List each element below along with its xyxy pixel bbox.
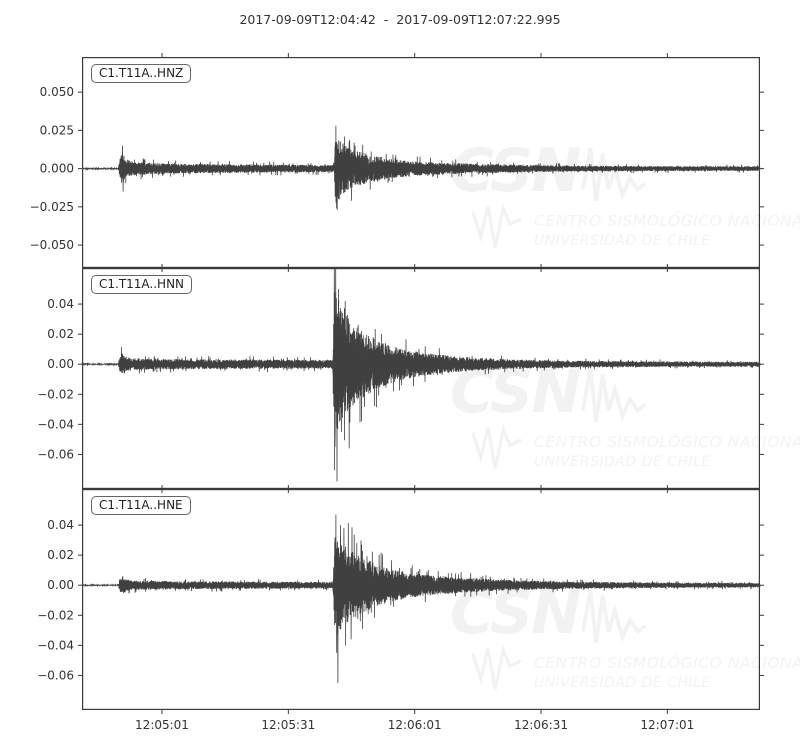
y-tick-label: 0.02 xyxy=(47,327,74,341)
y-tick-label: 0.02 xyxy=(47,548,74,562)
y-tick-label: 0.00 xyxy=(47,357,74,371)
y-tick-label: −0.04 xyxy=(37,638,74,652)
y-tick-label: −0.050 xyxy=(30,238,74,252)
waveform-trace xyxy=(81,125,761,210)
plot-frame xyxy=(82,57,760,269)
plot-frame xyxy=(82,489,760,711)
x-tick-label: 12:05:31 xyxy=(261,718,315,732)
waveform-plot-hnn: 0.04 0.02 0.00 −0.02 −0.04 −0.06 xyxy=(37,264,764,493)
waveform-plot-hnz: 0.050 0.025 0.000 −0.025 −0.050 xyxy=(30,53,764,272)
y-tick-label: 0.04 xyxy=(47,518,74,532)
y-tick-label: 0.04 xyxy=(47,297,74,311)
x-tick-label: 12:05:01 xyxy=(135,718,189,732)
subplot-hnz: 0.050 0.025 0.000 −0.025 −0.050 C1.T11A..HNZ… xyxy=(30,53,800,272)
time-range-title: 2017-09-09T12:04:42 - 2017-09-09T12:07:2… xyxy=(239,12,561,27)
y-tick-label: −0.06 xyxy=(37,447,74,461)
trace-id-label: C1.T11A..HNN xyxy=(91,275,193,294)
y-tick-label: −0.02 xyxy=(37,608,74,622)
y-tick-label: 0.025 xyxy=(40,123,74,137)
x-tick-label: 12:06:01 xyxy=(388,718,442,732)
x-tick-label: 12:07:01 xyxy=(640,718,694,732)
subplot-hnn: 0.04 0.02 0.00 −0.02 −0.04 −0.06 C1.T11A..HNN… xyxy=(37,264,800,493)
y-tick-label: 0.050 xyxy=(40,85,74,99)
waveform-trace xyxy=(81,267,761,482)
plot-frame xyxy=(82,268,760,490)
y-tick-label: −0.025 xyxy=(30,200,74,214)
y-tick-label: 0.00 xyxy=(47,578,74,592)
y-tick-label: −0.06 xyxy=(37,668,74,682)
y-tick-label: −0.04 xyxy=(37,417,74,431)
waveform-trace xyxy=(81,514,761,683)
subplot-hne: 12:05:01 12:05:31 12:06:01 12:06:31 12:07:01… xyxy=(37,485,800,732)
trace-id-label: C1.T11A..HNZ xyxy=(91,64,192,83)
x-tick-label: 12:06:31 xyxy=(514,718,568,732)
y-tick-label: −0.02 xyxy=(37,387,74,401)
y-tick-label: 0.000 xyxy=(40,162,74,176)
trace-id-label: C1.T11A..HNE xyxy=(91,496,191,515)
waveform-plot-hne: 12:05:01 12:05:31 12:06:01 12:06:31 12:07:01… xyxy=(37,485,764,732)
